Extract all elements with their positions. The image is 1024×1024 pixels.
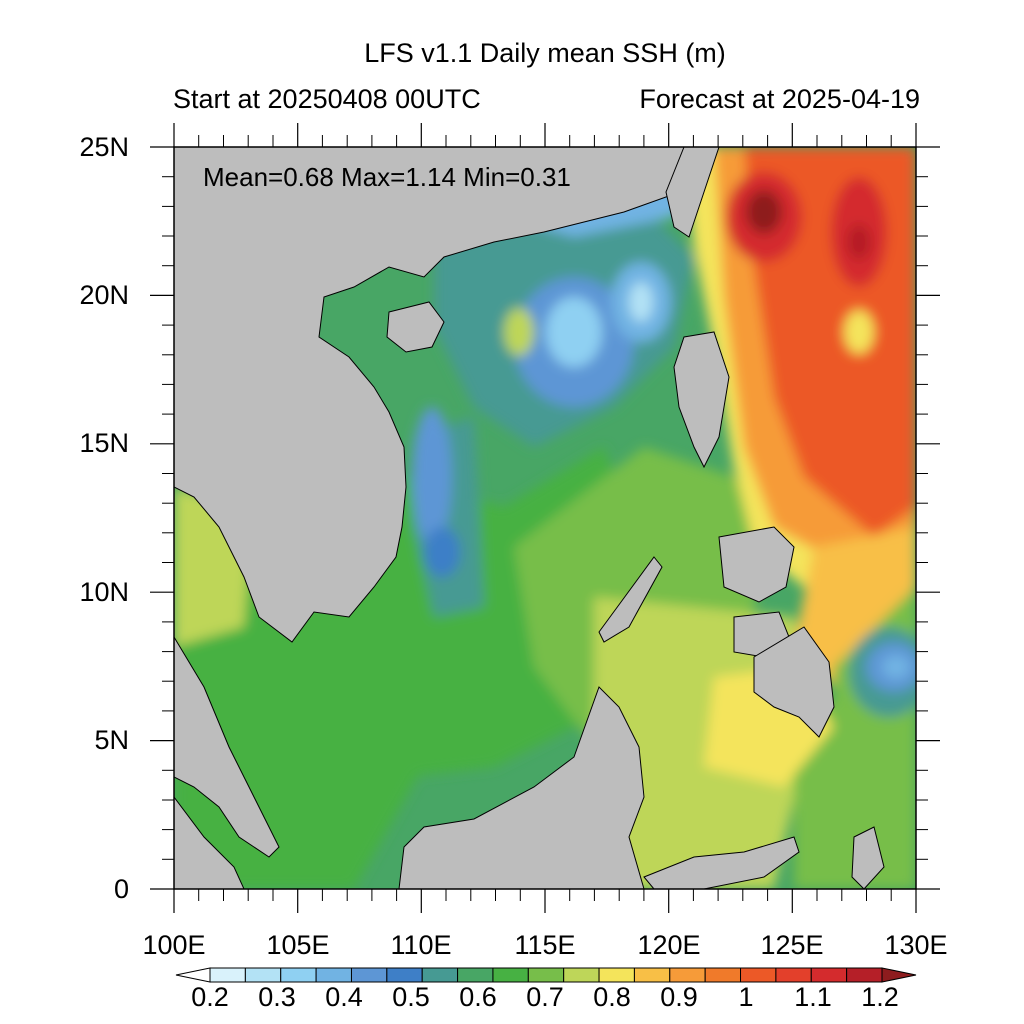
land-polygon (174, 147, 720, 643)
colorbar-swatch (280, 967, 317, 983)
colorbar-label: 0.3 (258, 982, 296, 1012)
lat-tick-label: 5N (94, 725, 129, 755)
lat-tick-label: 10N (79, 577, 129, 607)
colorbar-swatch (457, 967, 494, 983)
colorbar-swatch (775, 967, 812, 983)
lon-tick-label: 125E (760, 930, 824, 960)
colorbar-swatch (492, 967, 529, 983)
land-polygon (673, 331, 730, 469)
land-polygon (386, 301, 445, 353)
colorbar-swatch (740, 967, 777, 983)
ssh-band (504, 308, 534, 356)
start-time-label: Start at 20250408 00UTC (173, 84, 481, 114)
land-polygon (174, 796, 245, 889)
colorbar-swatch (350, 967, 388, 983)
colorbar-swatch (175, 967, 211, 983)
colorbar-swatch (244, 967, 282, 983)
colorbar-swatch (598, 967, 635, 983)
ssh-map (174, 147, 916, 889)
ssh-band (882, 655, 910, 679)
colorbar-swatch (633, 967, 671, 983)
ssh-band (629, 282, 653, 322)
colorbar-swatch (669, 967, 706, 983)
lon-tick-label: 120E (637, 930, 701, 960)
lon-tick-label: 130E (884, 930, 948, 960)
lat-tick-label: 25N (79, 132, 129, 162)
lon-tick-label: 100E (142, 930, 206, 960)
ssh-band (546, 297, 602, 367)
land-polygon (398, 686, 645, 889)
ssh-band (424, 527, 460, 577)
colorbar-swatch (527, 967, 565, 983)
colorbar-label: 1.2 (861, 982, 899, 1012)
ssh-band (746, 190, 782, 234)
colorbar-swatch (315, 967, 352, 983)
ssh-field (174, 147, 916, 889)
land-mask (174, 147, 885, 889)
lon-tick-label: 110E (390, 930, 452, 960)
colorbar-label: 0.4 (325, 982, 363, 1012)
land-polygon (665, 147, 720, 238)
colorbar-swatch (421, 967, 459, 983)
land-polygon (174, 636, 280, 858)
ssh-band (847, 224, 871, 260)
colorbar-swatch (881, 967, 917, 983)
colorbar-swatch (563, 967, 600, 983)
land-polygon (753, 626, 835, 738)
land-polygon (718, 526, 795, 603)
colorbar-label: 0.8 (593, 982, 631, 1012)
colorbar-label: 1 (738, 982, 754, 1012)
land-polygon (598, 556, 663, 643)
colorbar-label: 0.6 (459, 982, 497, 1012)
stats-label: Mean=0.68 Max=1.14 Min=0.31 (203, 162, 571, 192)
land-polygon (643, 836, 800, 889)
colorbar-swatch (386, 967, 423, 983)
land-polygon (851, 826, 885, 889)
ssh-band (794, 527, 916, 687)
ssh-band (844, 310, 874, 354)
colorbar-swatch (704, 967, 742, 983)
colorbar-label: 1.1 (794, 982, 832, 1012)
colorbar-swatch (846, 967, 883, 983)
lat-tick-label: 0 (113, 874, 129, 904)
lon-tick-label: 115E (514, 930, 576, 960)
colorbar-label: 0.2 (191, 982, 229, 1012)
lat-tick-label: 15N (79, 428, 129, 458)
colorbar-swatch (810, 967, 848, 983)
colorbar-label: 0.9 (660, 982, 698, 1012)
colorbar-label: 0.7 (526, 982, 564, 1012)
colorbar-label: 0.5 (392, 982, 430, 1012)
forecast-time-label: Forecast at 2025-04-19 (639, 84, 920, 114)
lat-tick-label: 20N (79, 280, 129, 310)
map-title: LFS v1.1 Daily mean SSH (m) (364, 38, 726, 68)
colorbar-swatch (209, 967, 246, 983)
ssh-band (412, 407, 452, 547)
lon-tick-label: 105E (266, 930, 330, 960)
